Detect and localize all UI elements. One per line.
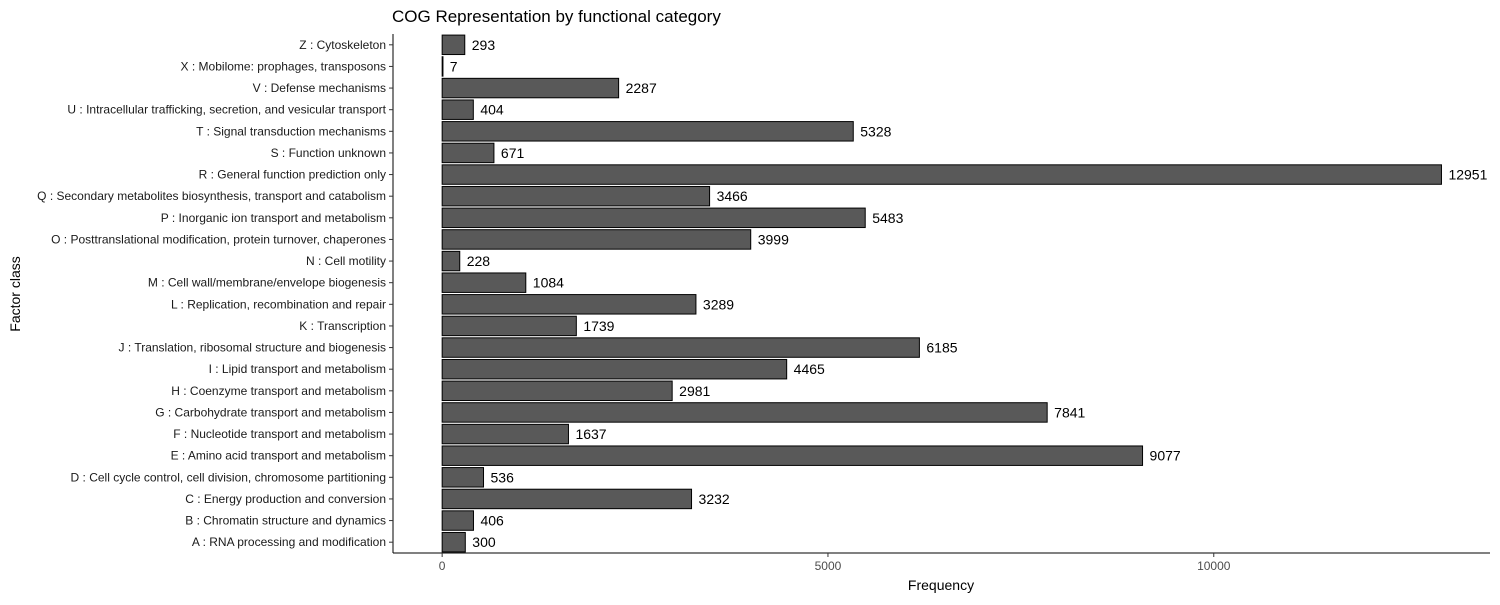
data-label: 1084: [533, 275, 564, 291]
bar: [441, 207, 866, 229]
y-tick-label: O : Posttranslational modification, prot…: [51, 232, 386, 246]
data-label: 5483: [872, 210, 903, 226]
y-tick-label: F : Nucleotide transport and metabolism: [173, 427, 386, 441]
bar: [441, 402, 1048, 423]
data-label: 406: [480, 513, 504, 529]
data-label: 12951: [1448, 167, 1487, 183]
data-label: 7: [450, 58, 458, 74]
y-tick-label: G : Carbohydrate transport and metabolis…: [155, 405, 386, 419]
y-tick-label: R : General function prediction only: [199, 168, 386, 182]
data-label: 2981: [679, 383, 710, 399]
y-tick-label: Z : Cytoskeleton: [299, 38, 386, 52]
y-tick-label: V : Defense mechanisms: [253, 81, 386, 95]
bar: [441, 34, 466, 56]
chart-title: COG Representation by functional categor…: [392, 7, 721, 26]
bar: [441, 358, 788, 380]
bar: [441, 445, 1144, 466]
x-axis-title: Frequency: [908, 577, 974, 593]
data-label: 404: [480, 102, 504, 118]
data-label: 1637: [575, 426, 606, 442]
data-label: 536: [491, 469, 515, 485]
data-label: 9077: [1150, 448, 1181, 464]
y-tick-label: Q : Secondary metabolites biosynthesis, …: [37, 189, 386, 203]
bar: [441, 99, 474, 120]
bar: [441, 315, 577, 337]
data-label: 1739: [583, 318, 614, 334]
y-tick-label: K : Transcription: [299, 319, 386, 333]
bar: [441, 185, 711, 207]
x-tick-label: 0: [439, 559, 446, 573]
y-tick-label: L : Replication, recombination and repai…: [171, 297, 386, 311]
y-tick-label: H : Coenzyme transport and metabolism: [171, 384, 386, 398]
x-tick-label: 5000: [815, 559, 842, 573]
bar: [441, 531, 466, 553]
data-label: 300: [472, 534, 496, 550]
data-label: 671: [501, 145, 525, 161]
bar: [441, 467, 485, 488]
data-label: 5328: [860, 123, 891, 139]
bar: [441, 423, 569, 445]
plot-area: 0 5000 10000 A : RNA processing and modific…: [37, 34, 1490, 573]
bar: [441, 294, 697, 315]
data-label: 3289: [703, 296, 734, 312]
bar: [441, 121, 854, 142]
y-tick-label: S : Function unknown: [271, 146, 386, 160]
data-label: 3232: [699, 491, 730, 507]
data-label: 293: [472, 37, 496, 53]
bar: [441, 164, 1442, 185]
data-label: 2287: [626, 80, 657, 96]
bar: [441, 250, 461, 272]
bar: [441, 380, 673, 402]
bar: [441, 337, 920, 358]
data-label: 4465: [794, 361, 825, 377]
y-tick-label: P : Inorganic ion transport and metaboli…: [161, 211, 386, 225]
y-tick-label: B : Chromatin structure and dynamics: [185, 514, 386, 528]
bar: [441, 272, 527, 293]
y-tick-label: E : Amino acid transport and metabolism: [171, 449, 386, 463]
y-tick-label: A : RNA processing and modification: [192, 535, 386, 549]
y-tick-label: N : Cell motility: [306, 254, 386, 268]
data-label: 3999: [758, 231, 789, 247]
bar: [441, 142, 495, 164]
y-axis-title: Factor class: [7, 256, 23, 331]
bar: [441, 510, 474, 531]
bar: [441, 488, 693, 510]
y-tick-label: I : Lipid transport and metabolism: [209, 362, 386, 376]
y-tick-label: T : Signal transduction mechanisms: [196, 124, 386, 138]
y-tick-label: M : Cell wall/membrane/envelope biogenes…: [148, 276, 386, 290]
bar: [441, 77, 620, 99]
x-tick-label: 10000: [1197, 559, 1231, 573]
data-label: 3466: [717, 188, 748, 204]
data-label: 7841: [1054, 404, 1085, 420]
y-tick-label: J : Translation, ribosomal structure and…: [119, 341, 386, 355]
data-label: 6185: [926, 340, 957, 356]
y-tick-label: D : Cell cycle control, cell division, c…: [71, 470, 386, 484]
y-tick-label: C : Energy production and conversion: [185, 492, 386, 506]
data-label: 228: [467, 253, 491, 269]
y-tick-label: X : Mobilome: prophages, transposons: [181, 59, 386, 73]
bar: [441, 56, 444, 77]
bar: [441, 229, 752, 250]
y-tick-label: U : Intracellular trafficking, secretion…: [67, 103, 386, 117]
